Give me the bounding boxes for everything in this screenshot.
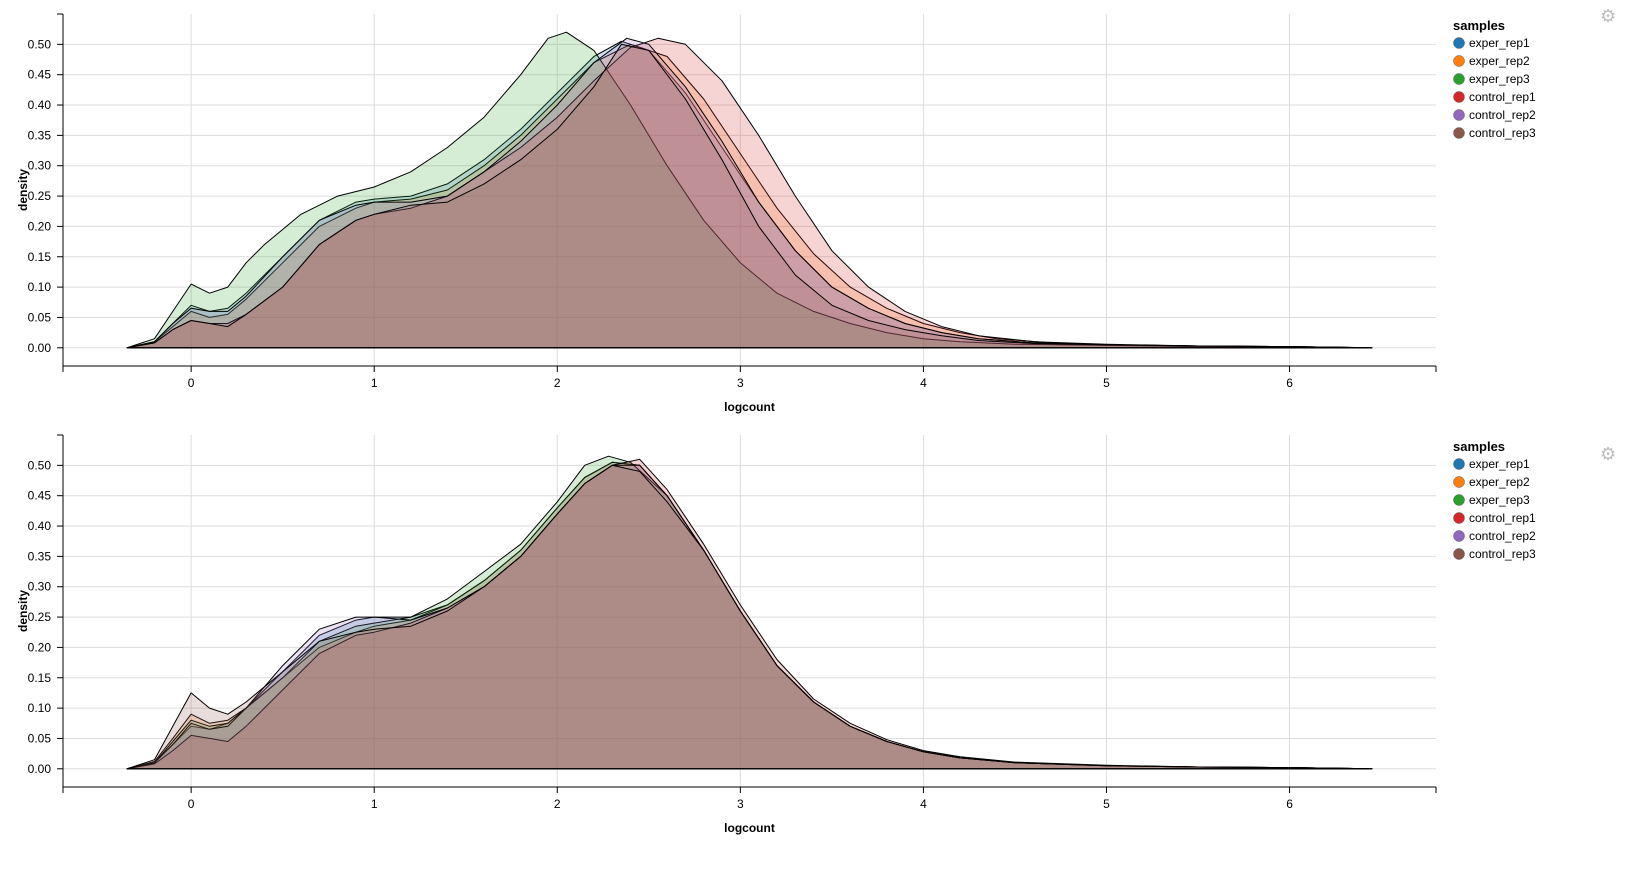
legend-label: exper_rep2 [1469, 54, 1530, 68]
legend: samples exper_rep1 exper_rep2 exper_rep3con… [1453, 439, 1536, 561]
legend-label: exper_rep2 [1469, 475, 1530, 489]
y-tick-label: 0.20 [28, 640, 52, 654]
legend-item-exper_rep1[interactable]: exper_rep1 [1453, 36, 1531, 50]
legend-swatch [1453, 494, 1465, 506]
legend-item-exper_rep1[interactable]: exper_rep1 [1453, 457, 1531, 471]
legend-title: samples [1453, 18, 1505, 33]
legend-swatch [1453, 458, 1465, 470]
legend-swatch [1453, 109, 1465, 121]
legend-item-control_rep3[interactable]: control_rep3 [1453, 547, 1537, 561]
y-tick-label: 0.20 [28, 219, 52, 233]
gear-icon[interactable]: ⚙ [1600, 6, 1617, 27]
legend-label: exper_rep1 [1469, 457, 1530, 471]
y-tick-label: 0.10 [28, 280, 52, 294]
y-axis-label: density [16, 590, 30, 632]
y-tick-label: 0.15 [28, 671, 52, 685]
x-tick-label: 6 [1286, 376, 1293, 390]
x-tick-label: 2 [554, 376, 561, 390]
x-tick-label: 1 [371, 376, 378, 390]
legend-item-exper_rep2[interactable]: exper_rep2 [1453, 54, 1531, 68]
x-tick-label: 3 [737, 797, 744, 811]
legend-swatch [1453, 548, 1465, 560]
legend-label: exper_rep1 [1469, 36, 1530, 50]
x-tick-label: 6 [1286, 797, 1293, 811]
legend-label: control_rep1 [1469, 90, 1536, 104]
x-axis-label: logcount [724, 400, 775, 414]
legend-label: exper_rep3 [1469, 72, 1530, 86]
y-tick-label: 0.05 [28, 731, 52, 745]
x-tick-label: 3 [737, 376, 744, 390]
x-tick-label: 4 [920, 376, 927, 390]
y-tick-label: 0.15 [28, 250, 52, 264]
x-tick-label: 0 [188, 376, 195, 390]
y-tick-label: 0.10 [28, 701, 52, 715]
legend: samples exper_rep1 exper_rep2 exper_rep3con… [1453, 18, 1536, 140]
density-area-control_rep3 [126, 43, 1373, 349]
legend-swatch [1453, 73, 1465, 85]
density-area-control_rep1 [126, 37, 1373, 349]
legend-label: control_rep3 [1469, 126, 1536, 140]
legend-swatch [1453, 91, 1465, 103]
legend-item-exper_rep3[interactable]: exper_rep3 [1453, 72, 1531, 86]
y-tick-label: 0.35 [28, 128, 52, 142]
legend-swatch [1453, 530, 1465, 542]
density-chart-svg: 0.00 0.05 0.10 0.15 0.20 0.25 0.30 0.35 0.40 0.45… [16, 434, 1536, 835]
legend-swatch [1453, 127, 1465, 139]
density-area-control_rep3 [126, 464, 1373, 770]
legend-item-exper_rep2[interactable]: exper_rep2 [1453, 475, 1531, 489]
y-tick-label: 0.40 [28, 98, 52, 112]
y-tick-label: 0.25 [28, 610, 52, 624]
legend-swatch [1453, 512, 1465, 524]
y-tick-label: 0.00 [28, 762, 52, 776]
y-tick-label: 0.40 [28, 519, 52, 533]
legend-item-control_rep2[interactable]: control_rep2 [1453, 529, 1537, 543]
axes: 0.00 0.05 0.10 0.15 0.20 0.25 0.30 0.35 0.40 0.45… [16, 434, 1437, 835]
gear-icon[interactable]: ⚙ [1600, 444, 1617, 465]
x-axis-label: logcount [724, 821, 775, 835]
axes: 0.00 0.05 0.10 0.15 0.20 0.25 0.30 0.35 0.40 0.45… [16, 13, 1437, 414]
legend-label: exper_rep3 [1469, 493, 1530, 507]
legend-title: samples [1453, 439, 1505, 454]
x-tick-label: 0 [188, 797, 195, 811]
y-tick-label: 0.25 [28, 189, 52, 203]
legend-swatch [1453, 37, 1465, 49]
grid [63, 14, 1436, 366]
y-tick-label: 0.50 [28, 37, 52, 51]
legend-swatch [1453, 55, 1465, 67]
x-tick-label: 1 [371, 797, 378, 811]
y-tick-label: 0.00 [28, 341, 52, 355]
density-chart-svg: 0.00 0.05 0.10 0.15 0.20 0.25 0.30 0.35 0.40 0.45… [16, 13, 1536, 414]
legend-label: control_rep1 [1469, 511, 1536, 525]
y-tick-label: 0.45 [28, 489, 52, 503]
density-areas [126, 31, 1373, 349]
legend-label: control_rep2 [1469, 529, 1536, 543]
density-area-control_rep2 [126, 37, 1373, 349]
y-tick-label: 0.45 [28, 68, 52, 82]
x-tick-label: 5 [1103, 797, 1110, 811]
density-area-exper_rep3 [126, 31, 1373, 349]
legend-item-control_rep3[interactable]: control_rep3 [1453, 126, 1537, 140]
y-tick-label: 0.30 [28, 159, 52, 173]
y-tick-label: 0.05 [28, 310, 52, 324]
y-tick-label: 0.50 [28, 458, 52, 472]
density-areas [126, 455, 1373, 770]
y-axis-label: density [16, 169, 30, 211]
legend-item-exper_rep3[interactable]: exper_rep3 [1453, 493, 1531, 507]
legend-item-control_rep1[interactable]: control_rep1 [1453, 511, 1537, 525]
legend-item-control_rep1[interactable]: control_rep1 [1453, 90, 1537, 104]
legend-swatch [1453, 476, 1465, 488]
x-tick-label: 5 [1103, 376, 1110, 390]
legend-item-control_rep2[interactable]: control_rep2 [1453, 108, 1537, 122]
x-tick-label: 4 [920, 797, 927, 811]
legend-label: control_rep2 [1469, 108, 1536, 122]
legend-label: control_rep3 [1469, 547, 1536, 561]
x-tick-label: 2 [554, 797, 561, 811]
y-tick-label: 0.30 [28, 580, 52, 594]
y-tick-label: 0.35 [28, 549, 52, 563]
